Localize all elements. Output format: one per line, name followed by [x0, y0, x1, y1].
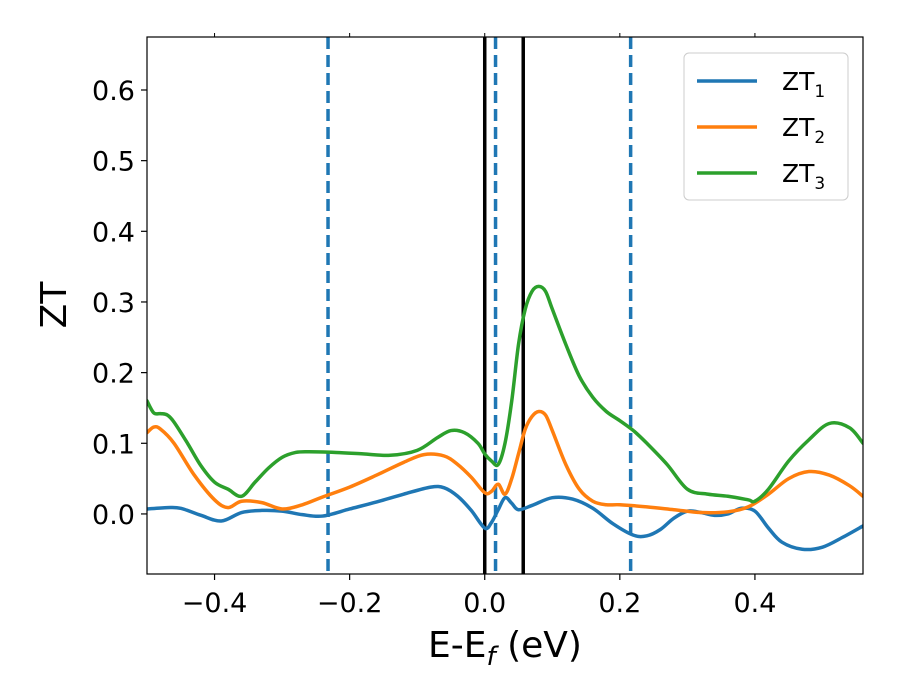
y-tick-label: 0.3	[92, 288, 135, 319]
series-layer	[147, 284, 863, 552]
series-line-zt3	[147, 284, 863, 504]
series-line-zt2	[147, 409, 863, 515]
y-tick-label: 0.0	[92, 500, 135, 531]
legend-label-zt3: ZT3	[782, 159, 825, 194]
x-tick-label: 0.0	[463, 588, 506, 619]
y-axis: 0.0 0.1 0.2 0.3 0.4 0.5 0.6	[92, 76, 147, 531]
x-tick-label: −0.2	[317, 588, 383, 619]
y-tick-label: 0.2	[92, 359, 135, 390]
y-tick-label: 0.6	[92, 76, 135, 107]
y-tick-label: 0.4	[92, 217, 135, 248]
legend-label-zt2: ZT2	[782, 113, 825, 148]
y-axis-title: ZT	[34, 281, 75, 329]
reference-lines	[326, 37, 633, 574]
x-tick-label: −0.4	[182, 588, 248, 619]
y-tick-label: 0.1	[92, 429, 135, 460]
x-tick-label: 0.2	[598, 588, 641, 619]
y-tick-label: 0.5	[92, 147, 135, 178]
legend-label-zt1: ZT1	[782, 67, 825, 102]
legend: ZT1 ZT2 ZT3	[683, 52, 849, 201]
x-tick-label: 0.4	[733, 588, 776, 619]
x-axis: −0.4 −0.2 0.0 0.2 0.4	[182, 33, 776, 619]
x-axis-title: E-Ef (eV)	[428, 625, 582, 672]
plot-frame	[146, 36, 864, 575]
legend-box	[683, 52, 849, 201]
